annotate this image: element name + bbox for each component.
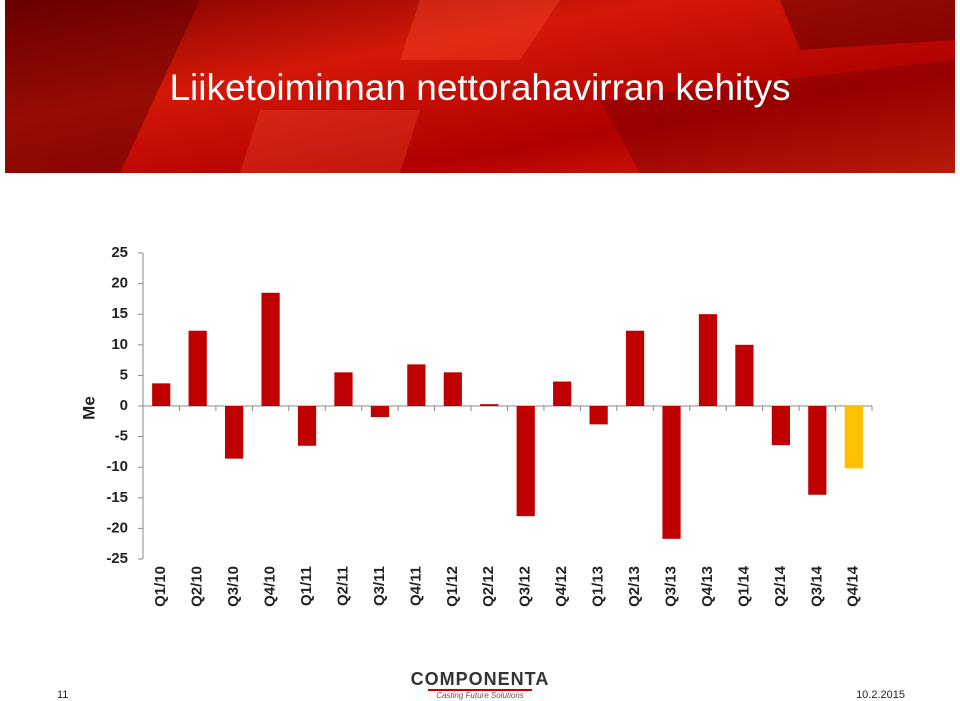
- bar: [735, 344, 754, 406]
- x-tick-label: Q3/14: [808, 565, 825, 607]
- x-tick-label: Q2/12: [480, 566, 497, 607]
- x-tick-label: Q4/13: [699, 566, 716, 607]
- bar: [261, 292, 280, 406]
- x-tick-label: Q4/14: [845, 565, 862, 607]
- y-tick-label: -25: [106, 550, 128, 567]
- bar: [808, 406, 827, 495]
- page-number: 11: [57, 689, 68, 701]
- x-tick-label: Q2/14: [772, 565, 789, 607]
- y-tick-label: 0: [120, 397, 128, 414]
- y-tick-label: 15: [111, 305, 128, 322]
- bar: [698, 314, 718, 406]
- y-tick-label: 10: [111, 336, 128, 353]
- bar: [844, 406, 863, 469]
- chart-title: Liiketoiminnan nettorahavirran kehitys: [169, 67, 790, 108]
- bar: [516, 406, 535, 517]
- y-tick-label: 20: [111, 275, 128, 292]
- y-axis-label: Me: [79, 396, 98, 420]
- x-tick-label: Q3/13: [662, 566, 679, 607]
- bar: [589, 406, 608, 425]
- bar: [297, 406, 317, 446]
- logo-tagline: Casting Future Solutions: [436, 691, 524, 700]
- bar: [443, 372, 462, 406]
- logo-name: COMPONENTA: [411, 669, 550, 689]
- x-tick-label: Q4/12: [553, 566, 570, 607]
- x-tick-label: Q3/10: [225, 566, 242, 607]
- bar: [225, 406, 244, 459]
- y-tick-label: -5: [115, 428, 128, 445]
- bar: [553, 381, 572, 406]
- bar: [407, 364, 426, 406]
- y-tick-label: -20: [106, 519, 128, 536]
- x-tick-label: Q1/11: [298, 566, 315, 606]
- x-tick-label: Q1/12: [444, 566, 461, 607]
- bar: [662, 406, 681, 539]
- x-tick-label: Q2/13: [626, 566, 643, 607]
- logo: COMPONENTA Casting Future Solutions: [411, 669, 550, 700]
- bar: [480, 404, 499, 406]
- y-tick-label: -10: [106, 458, 128, 475]
- x-tick-label: Q3/11: [371, 566, 388, 606]
- x-tick-label: Q1/13: [590, 566, 607, 607]
- y-tick-label: 5: [120, 366, 128, 383]
- x-tick-label: Q4/11: [407, 566, 424, 606]
- x-tick-label: Q1/10: [152, 566, 169, 607]
- bar: [152, 383, 171, 406]
- bar: [334, 372, 353, 406]
- x-tick-label: Q2/11: [334, 566, 351, 606]
- bar: [188, 330, 207, 406]
- y-tick-label: -15: [106, 489, 128, 506]
- bar: [771, 406, 790, 446]
- x-tick-label: Q3/12: [517, 566, 534, 607]
- header-image: [5, 0, 955, 173]
- y-tick-label: 25: [111, 244, 128, 261]
- x-tick-label: Q2/10: [189, 566, 206, 607]
- bar: [625, 330, 645, 406]
- x-tick-label: Q1/14: [735, 565, 752, 607]
- date: 10.2.2015: [856, 689, 905, 701]
- x-tick-label: Q4/10: [262, 566, 279, 607]
- bar: [370, 406, 390, 418]
